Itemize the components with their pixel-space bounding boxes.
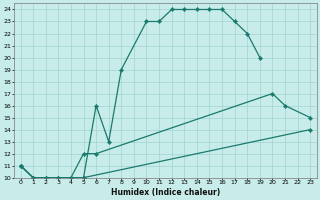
- X-axis label: Humidex (Indice chaleur): Humidex (Indice chaleur): [111, 188, 220, 197]
